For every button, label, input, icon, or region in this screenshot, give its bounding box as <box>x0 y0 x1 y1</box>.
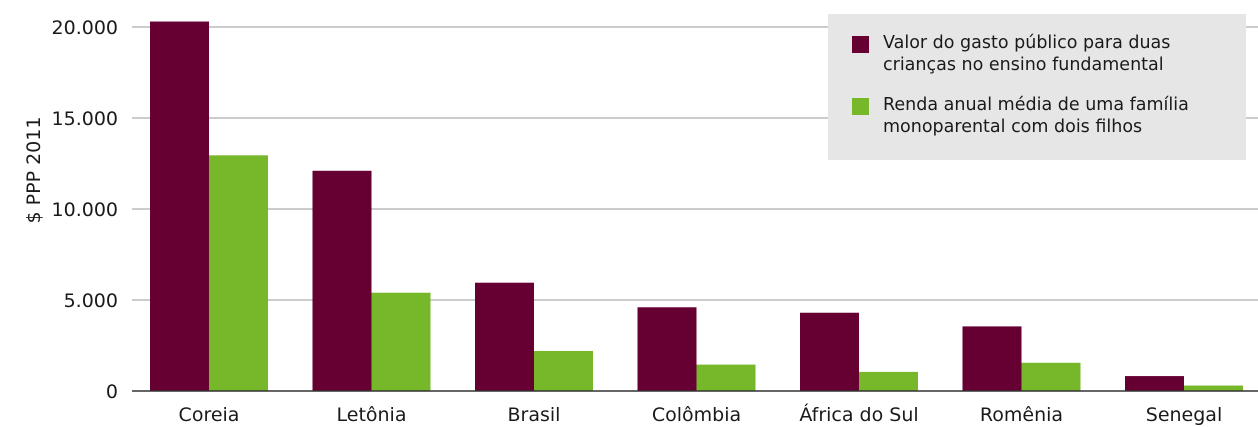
legend-label-family-income: Renda anual média de uma família monopar… <box>883 94 1223 138</box>
legend: Valor do gasto público para duas criança… <box>828 14 1246 160</box>
bar-family-income <box>371 292 431 391</box>
bar-family-income <box>859 371 918 391</box>
x-tick-label: Romênia <box>980 404 1063 426</box>
bar-family-income <box>534 350 593 391</box>
bar-public-spending <box>475 282 534 391</box>
bar-public-spending <box>150 21 209 391</box>
y-tick-label: 15.000 <box>52 108 118 130</box>
bar-family-income <box>209 155 268 391</box>
x-tick-label: Brasil <box>508 404 561 426</box>
legend-label-line: monoparental com dois filhos <box>883 117 1143 137</box>
legend-label-line: crianças no ensino fundamental <box>883 55 1164 75</box>
bar-public-spending <box>637 307 697 391</box>
x-tick-label: África do Sul <box>799 403 918 426</box>
x-tick-label: Colômbia <box>652 404 741 426</box>
bar-family-income <box>1021 362 1081 391</box>
y-axis-label: $ PPP 2011 <box>23 117 45 224</box>
y-tick-label: 20.000 <box>52 17 118 39</box>
x-tick-label: Coreia <box>179 404 240 426</box>
bar-public-spending <box>962 326 1022 391</box>
legend-label-public-spending: Valor do gasto público para duas criança… <box>883 32 1223 76</box>
legend-swatch-public-spending <box>852 36 869 53</box>
bar-family-income <box>696 364 756 391</box>
bar-family-income <box>1184 385 1243 391</box>
x-tick-label: Senegal <box>1146 404 1222 426</box>
x-tick-label: Letônia <box>337 404 407 426</box>
legend-item-public-spending: Valor do gasto público para duas criança… <box>852 32 1223 76</box>
y-tick-label: 10.000 <box>52 199 118 221</box>
y-ticks: 0 5.000 10.000 15.000 20.000 <box>52 17 118 403</box>
y-tick-label: 5.000 <box>64 290 118 312</box>
legend-label-line: Renda anual média de uma família <box>883 95 1189 115</box>
bar-public-spending <box>1125 376 1184 391</box>
bars <box>150 21 1243 391</box>
x-ticks: Coreia Letônia Brasil Colômbia África do Sul… <box>179 403 1223 426</box>
legend-label-line: Valor do gasto público para duas <box>883 33 1171 53</box>
bar-public-spending <box>800 312 859 391</box>
legend-swatch-family-income <box>852 98 869 115</box>
y-tick-label: 0 <box>106 381 118 403</box>
legend-item-family-income: Renda anual média de uma família monopar… <box>852 94 1223 138</box>
bar-public-spending <box>312 170 372 391</box>
